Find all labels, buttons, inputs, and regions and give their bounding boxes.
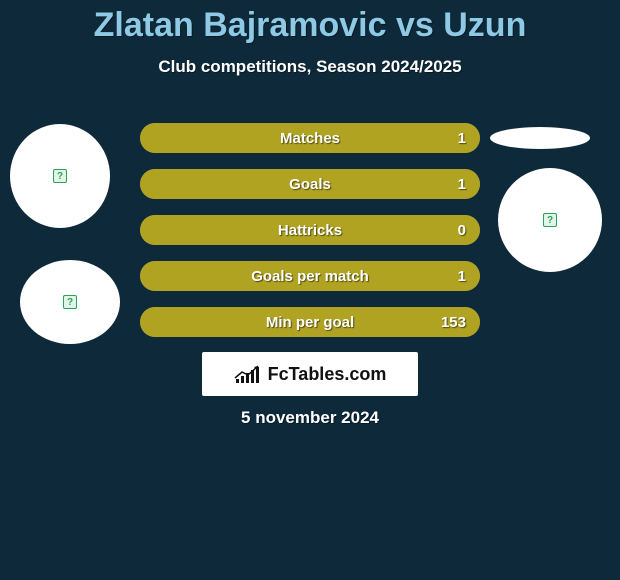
bar-fill — [140, 215, 480, 245]
image-placeholder-icon: ? — [53, 169, 67, 183]
stat-row: Min per goal153 — [140, 307, 480, 337]
fctables-logo: FcTables.com — [202, 352, 418, 396]
page-title: Zlatan Bajramovic vs Uzun — [0, 0, 620, 45]
bar-fill — [140, 169, 480, 199]
stat-row: Hattricks0 — [140, 215, 480, 245]
avatar-circle: ? — [20, 260, 120, 344]
bars-icon — [234, 364, 262, 384]
image-placeholder-icon: ? — [543, 213, 557, 227]
stats-bars: Matches1 Goals1 Hattricks0 Goals per match1… — [140, 123, 480, 353]
bar-fill — [140, 307, 480, 337]
avatar-circle: ? — [498, 168, 602, 272]
avatar-circle: ? — [10, 124, 110, 228]
stat-row: Goals per match1 — [140, 261, 480, 291]
bar-fill — [140, 123, 480, 153]
date-text: 5 november 2024 — [0, 408, 620, 428]
stat-row: Goals1 — [140, 169, 480, 199]
logo-text: FcTables.com — [268, 364, 387, 385]
image-placeholder-icon: ? — [63, 295, 77, 309]
page-subtitle: Club competitions, Season 2024/2025 — [0, 57, 620, 77]
avatar-ellipse — [490, 127, 590, 149]
bar-fill — [140, 261, 480, 291]
stat-row: Matches1 — [140, 123, 480, 153]
